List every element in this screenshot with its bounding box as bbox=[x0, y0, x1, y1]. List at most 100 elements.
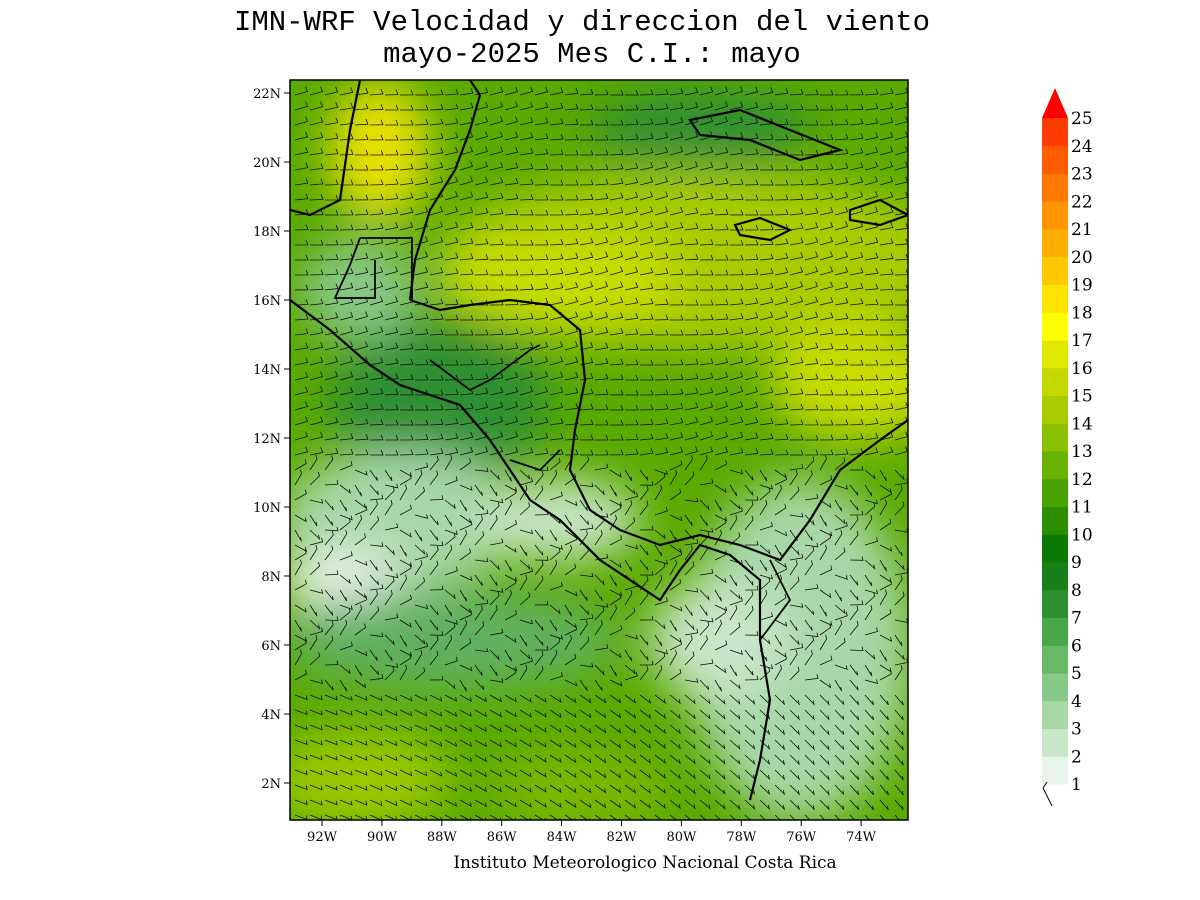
wind-barb bbox=[669, 102, 684, 111]
wind-barb bbox=[414, 206, 429, 216]
wind-barb bbox=[699, 239, 714, 246]
wind-barb bbox=[534, 619, 544, 631]
colorbar-swatch bbox=[1042, 645, 1068, 674]
wind-barb bbox=[564, 296, 579, 306]
wind-barb bbox=[339, 282, 354, 291]
wind-barb bbox=[354, 505, 368, 516]
wind-barb bbox=[324, 448, 339, 456]
wind-barb bbox=[804, 769, 815, 781]
wind-barb bbox=[399, 694, 413, 702]
wind-barb bbox=[579, 208, 594, 216]
wind-barb bbox=[504, 769, 517, 778]
wind-barb bbox=[444, 532, 456, 546]
wind-barb bbox=[744, 239, 759, 246]
wind-barb bbox=[339, 514, 353, 521]
wind-barb bbox=[384, 709, 398, 717]
wind-barb bbox=[309, 537, 324, 546]
wind-barb bbox=[849, 556, 864, 561]
wind-barb bbox=[849, 118, 864, 126]
wind-barb bbox=[504, 86, 519, 96]
wind-barb bbox=[549, 87, 564, 96]
colorbar-label: 21 bbox=[1071, 220, 1093, 240]
wind-barb bbox=[474, 694, 487, 703]
wind-barb bbox=[579, 614, 594, 621]
wind-barb bbox=[864, 537, 878, 546]
wind-barb bbox=[669, 253, 684, 261]
wind-barb bbox=[699, 192, 714, 201]
wind-barb bbox=[864, 514, 873, 531]
wind-barb bbox=[594, 709, 607, 719]
wind-barb bbox=[324, 739, 338, 746]
wind-barb bbox=[324, 530, 334, 546]
wind-barb bbox=[609, 207, 624, 216]
footer: Instituto Meteorologico Nacional Costa R… bbox=[453, 853, 836, 873]
wind-barb bbox=[429, 631, 444, 636]
wind-barb bbox=[834, 119, 849, 126]
wind-barb bbox=[369, 164, 384, 171]
wind-barb bbox=[384, 419, 399, 426]
wind-barb bbox=[414, 119, 429, 126]
wind-barb bbox=[444, 566, 458, 576]
wind-barb bbox=[564, 514, 572, 527]
wind-barb bbox=[804, 632, 819, 638]
wind-barb bbox=[714, 239, 729, 246]
wind-barb bbox=[639, 433, 654, 441]
wind-barb bbox=[699, 659, 714, 666]
wind-barb bbox=[549, 341, 564, 351]
wind-barb bbox=[744, 356, 759, 366]
wind-barb bbox=[399, 484, 407, 501]
wind-barb bbox=[594, 281, 609, 291]
wind-barb bbox=[504, 193, 519, 201]
wind-barb bbox=[714, 101, 729, 111]
wind-barb bbox=[624, 328, 639, 336]
wind-barb bbox=[714, 313, 729, 321]
colorbar-swatch bbox=[1042, 118, 1068, 147]
wind-barb bbox=[474, 574, 483, 586]
wind-barb bbox=[774, 311, 789, 321]
wind-barb bbox=[774, 484, 782, 501]
wind-barb bbox=[864, 592, 876, 606]
wind-barb bbox=[370, 149, 384, 156]
wind-barb bbox=[789, 470, 798, 486]
wind-barb bbox=[834, 359, 849, 366]
wind-barb bbox=[879, 268, 894, 276]
wind-barb bbox=[774, 529, 788, 537]
wind-barb bbox=[819, 449, 834, 456]
wind-barb bbox=[729, 209, 744, 216]
wind-barb bbox=[744, 605, 754, 621]
wind-barb bbox=[594, 358, 609, 366]
wind-barb bbox=[294, 769, 308, 776]
wind-barb bbox=[579, 694, 592, 704]
wind-barb bbox=[879, 799, 889, 811]
wind-barb bbox=[354, 223, 369, 231]
wind-barb bbox=[789, 341, 804, 351]
wind-barb bbox=[609, 374, 624, 381]
wind-barb bbox=[354, 326, 369, 336]
wind-barb bbox=[864, 574, 873, 587]
wind-barb bbox=[714, 664, 727, 674]
wind-barb bbox=[294, 784, 308, 791]
wind-barb bbox=[444, 799, 458, 807]
wind-barb bbox=[309, 799, 323, 806]
wind-barb bbox=[504, 799, 517, 808]
wind-barb bbox=[519, 401, 534, 411]
wind-barb bbox=[864, 814, 870, 820]
wind-barb bbox=[564, 694, 577, 704]
wind-barb bbox=[519, 477, 533, 486]
wind-barb bbox=[459, 799, 473, 807]
wind-barb bbox=[879, 490, 893, 501]
wind-barb bbox=[354, 533, 366, 546]
wind-barb bbox=[759, 164, 774, 171]
wind-barb bbox=[864, 237, 879, 246]
wind-barb bbox=[699, 635, 708, 651]
wind-barb bbox=[624, 297, 639, 306]
wind-barb bbox=[609, 593, 622, 606]
wind-barb bbox=[789, 388, 804, 396]
wind-barb bbox=[624, 282, 639, 291]
wind-barb bbox=[699, 514, 708, 527]
wind-barb bbox=[399, 574, 407, 591]
wind-barb bbox=[729, 401, 744, 411]
wind-barb bbox=[609, 358, 624, 366]
wind-barb bbox=[804, 754, 815, 766]
wind-barb bbox=[534, 371, 549, 381]
